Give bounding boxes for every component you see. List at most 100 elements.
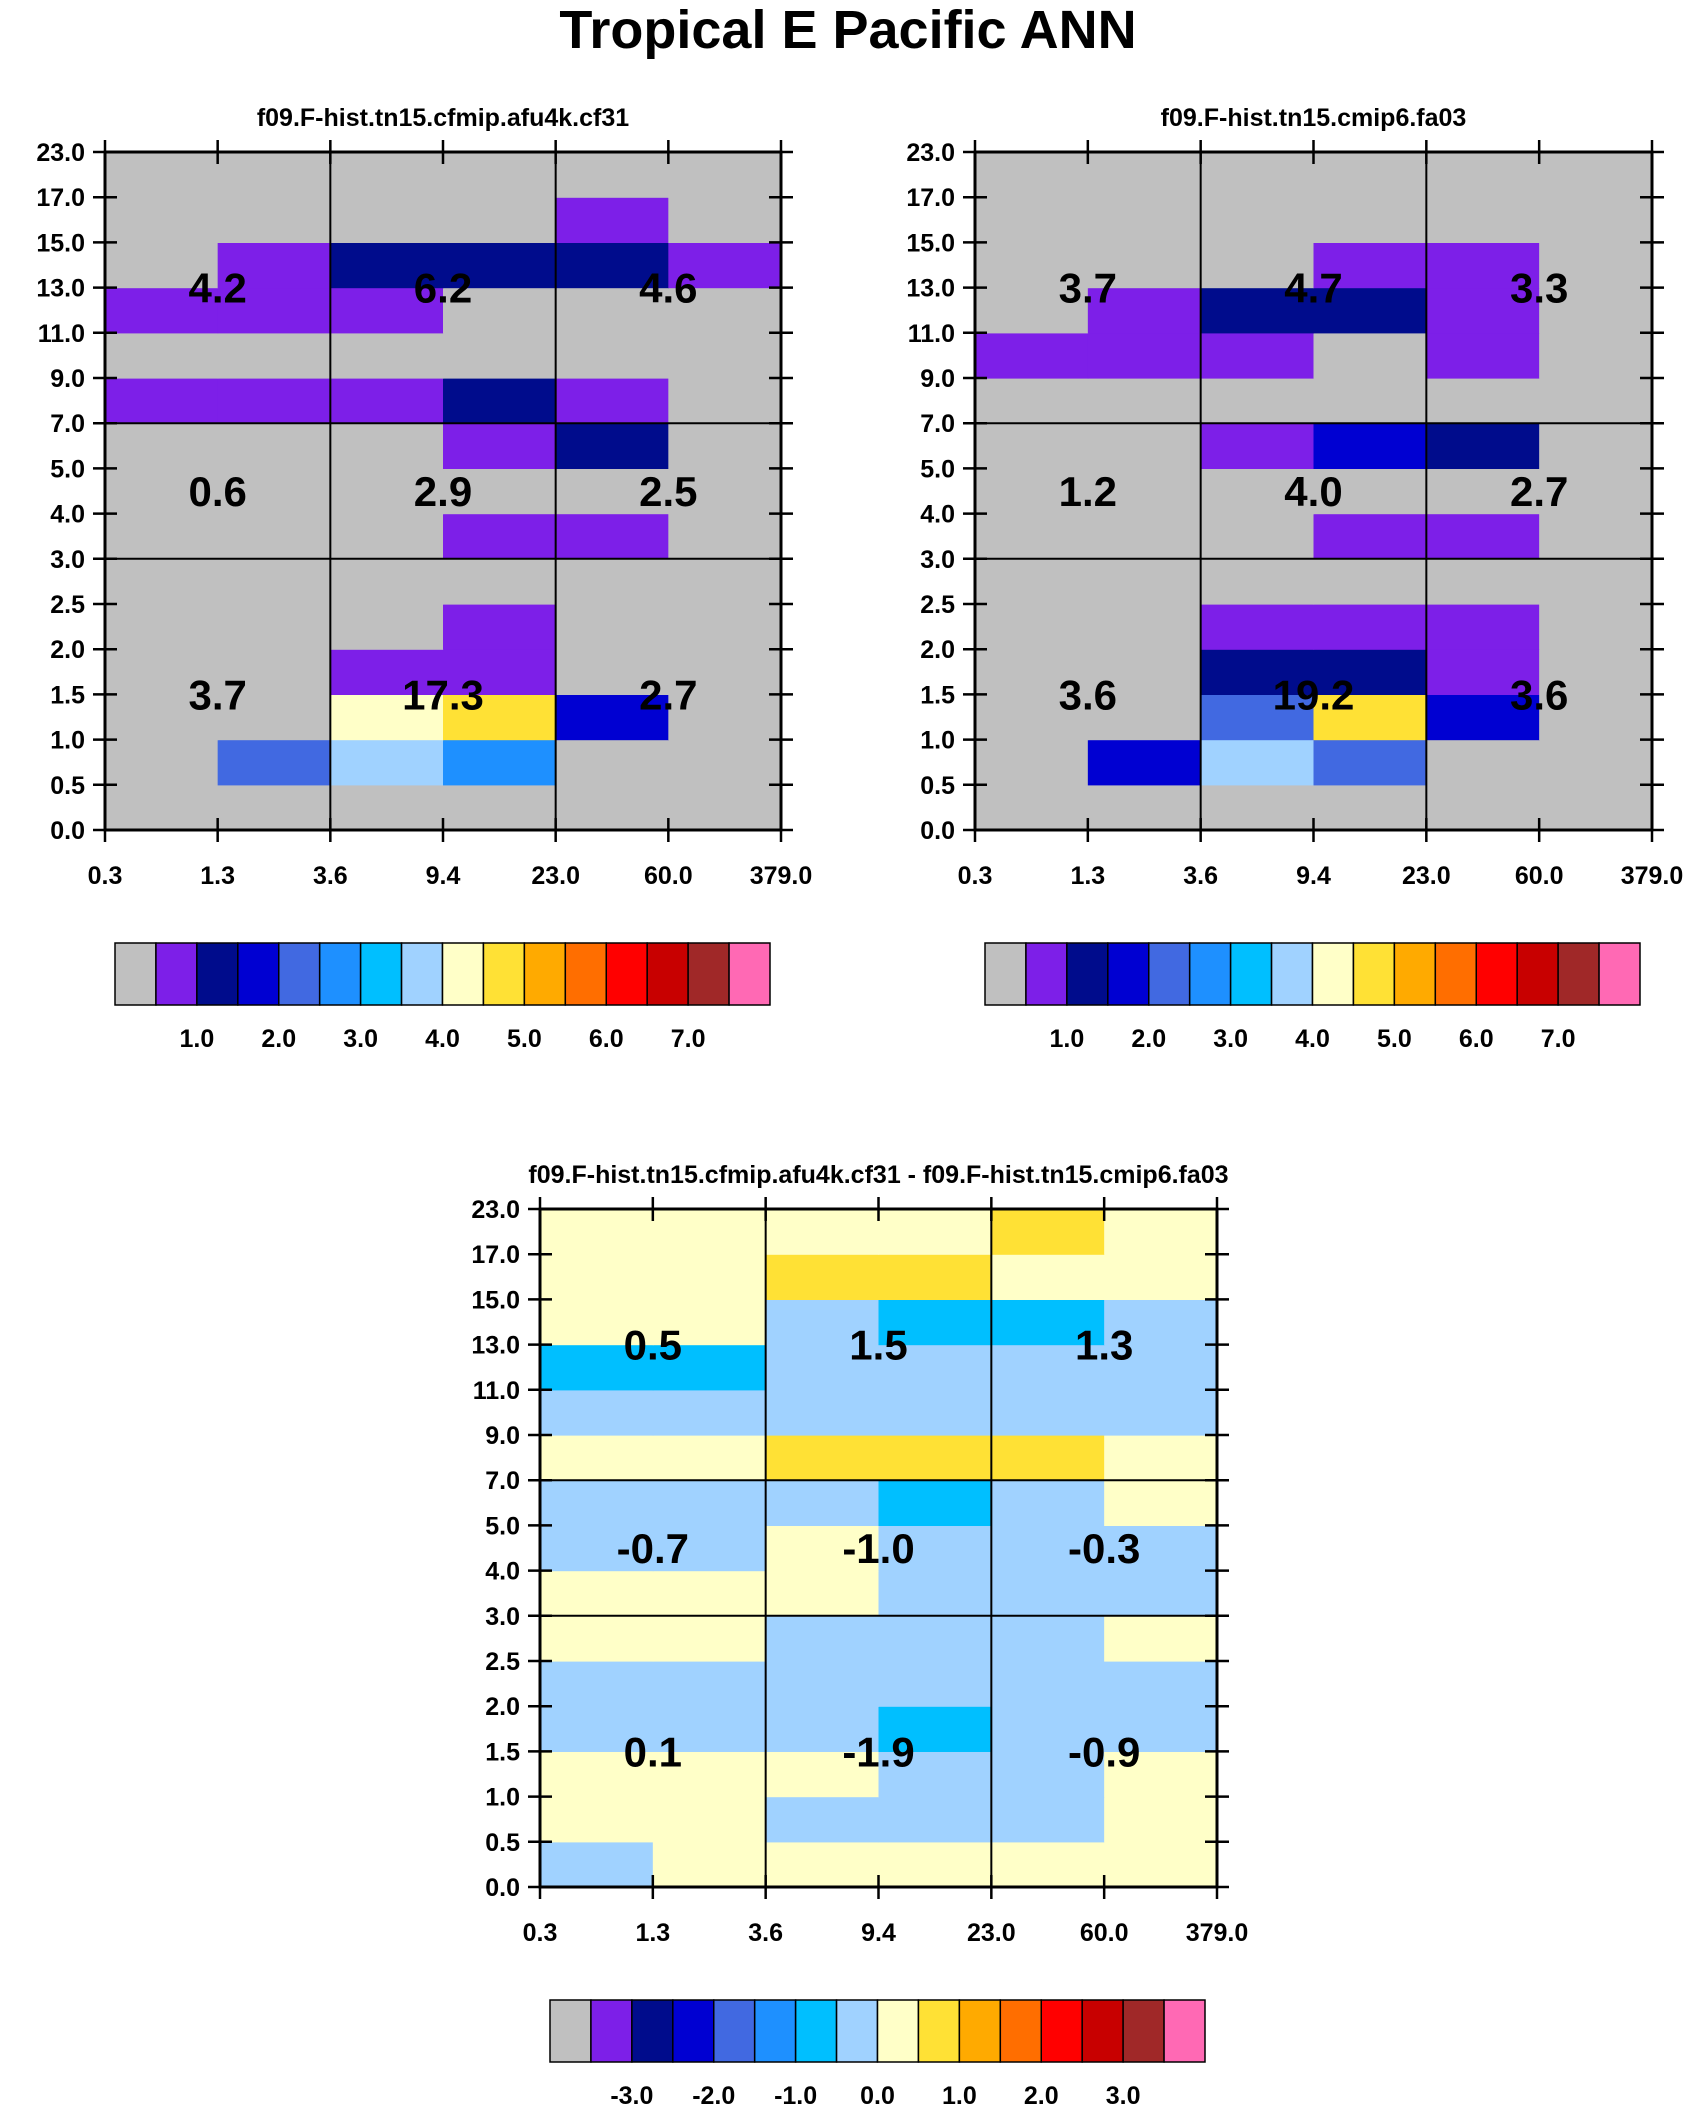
heatmap-cell xyxy=(443,287,557,334)
colorbar-label: 4.0 xyxy=(1295,1025,1330,1053)
heatmap-cell xyxy=(1539,197,1653,243)
heatmap-cell xyxy=(1087,287,1202,334)
heatmap-cell xyxy=(1539,513,1653,560)
y-tick-label: 0.0 xyxy=(50,817,85,845)
colorbar-swatch xyxy=(1148,942,1191,1006)
y-tick-label: 1.0 xyxy=(50,727,85,755)
heatmap-cell xyxy=(330,649,444,695)
y-tick-label: 5.0 xyxy=(485,1512,520,1540)
colorbar-label: 7.0 xyxy=(671,1025,706,1053)
heatmap-cell xyxy=(1087,739,1202,786)
box-value-label: 4.0 xyxy=(1284,468,1342,515)
heatmap-cell xyxy=(443,604,557,650)
heatmap-cell xyxy=(1200,604,1315,650)
box-value-label: 4.2 xyxy=(188,265,246,312)
y-tick-label: 5.0 xyxy=(50,455,85,483)
heatmap-cell xyxy=(540,1435,654,1481)
y-tick-label: 15.0 xyxy=(36,229,85,257)
heatmap-cell xyxy=(217,513,331,560)
colorbar-swatch xyxy=(876,1999,920,2063)
heatmap-cell xyxy=(1426,287,1540,334)
heatmap-cell xyxy=(1313,694,1427,741)
heatmap-cell xyxy=(991,1525,1105,1572)
colorbar-3: -3.0 -2.0 -1.0 0.0 1.0 2.0 3.0 xyxy=(549,1999,1206,2109)
heatmap-cell xyxy=(1313,242,1427,289)
heatmap-cell xyxy=(217,784,331,831)
heatmap-cell xyxy=(1104,1389,1218,1436)
heatmap-cell xyxy=(765,1209,880,1255)
heatmap-cell xyxy=(555,649,669,695)
heatmap-cell xyxy=(975,558,1089,605)
figure-title: Tropical E Pacific ANN xyxy=(559,0,1137,60)
heatmap-cell xyxy=(668,423,782,469)
heatmap-cell xyxy=(975,242,1089,289)
heatmap-cell xyxy=(540,1480,654,1526)
colorbar-swatch xyxy=(155,942,198,1006)
heatmap-cell xyxy=(1539,739,1653,786)
heatmap-cell xyxy=(765,1841,880,1888)
y-tick-label: 2.5 xyxy=(485,1648,520,1676)
heatmap-cell xyxy=(668,558,782,605)
heatmap-cell xyxy=(765,1751,880,1798)
y-tick-label: 2.0 xyxy=(920,636,955,664)
heatmap-cell xyxy=(975,332,1089,379)
y-tick-label: 17.0 xyxy=(36,184,85,212)
heatmap-cell xyxy=(330,513,444,560)
heatmap-cell xyxy=(1104,1615,1218,1662)
panel-title: f09.F-hist.tn15.cmip6.fa03 xyxy=(1161,104,1467,132)
heatmap-cell xyxy=(540,1525,654,1572)
heatmap-cell xyxy=(540,1661,654,1707)
y-tick-label: 7.0 xyxy=(485,1467,520,1495)
x-tick-label: 23.0 xyxy=(967,1919,1016,1947)
y-tick-label: 1.5 xyxy=(920,681,955,709)
y-tick-label: 23.0 xyxy=(906,139,955,167)
y-tick-label: 1.5 xyxy=(50,681,85,709)
colorbar-swatch xyxy=(114,942,157,1006)
heatmap-cell xyxy=(1200,152,1315,198)
heatmap-cell xyxy=(1104,1344,1218,1391)
heatmap-cell xyxy=(1313,739,1427,786)
heatmap-cell xyxy=(105,468,219,515)
heatmap-cell xyxy=(1313,423,1427,469)
heatmap-cell xyxy=(1087,468,1202,515)
heatmap-cell xyxy=(991,1344,1105,1391)
heatmap-cell xyxy=(1200,197,1315,243)
heatmap-cell xyxy=(1200,287,1315,334)
heatmap-cell xyxy=(975,152,1089,198)
heatmap-cell xyxy=(443,423,557,469)
heatmap-cell xyxy=(105,694,219,741)
colorbar-swatch xyxy=(1081,1999,1124,2063)
heatmap-cell xyxy=(1426,152,1540,198)
heatmap-cell xyxy=(217,468,331,515)
heatmap-cell xyxy=(443,694,557,741)
box-value-label: -1.9 xyxy=(842,1728,914,1775)
y-tick-label: 9.0 xyxy=(50,365,85,393)
heatmap-cell xyxy=(991,1570,1105,1617)
heatmap-cell xyxy=(217,649,331,695)
heatmap-cell xyxy=(1087,423,1202,469)
heatmap-cell xyxy=(1539,378,1653,424)
heatmap-cell xyxy=(105,604,219,650)
heatmap-cell xyxy=(975,468,1089,515)
heatmap-cell xyxy=(1087,513,1202,560)
heatmap-cell xyxy=(1104,1254,1218,1300)
heatmap-cell xyxy=(217,197,331,243)
heatmap-cell xyxy=(1087,197,1202,243)
y-tick-label: 9.0 xyxy=(485,1422,520,1450)
heatmap-cell xyxy=(652,1209,767,1255)
colorbar-swatch xyxy=(237,942,280,1006)
heatmap-cell xyxy=(652,1615,767,1662)
heatmap-cell xyxy=(1087,694,1202,741)
heatmap-cell xyxy=(878,1661,992,1707)
heatmap-cell xyxy=(652,1344,767,1391)
y-tick-label: 23.0 xyxy=(36,139,85,167)
y-tick-label: 5.0 xyxy=(920,455,955,483)
heatmap-cell xyxy=(1426,604,1540,650)
heatmap-cell xyxy=(330,378,444,424)
heatmap-cell xyxy=(878,1435,992,1481)
heatmap-cell xyxy=(217,242,331,289)
heatmap-cell xyxy=(1313,649,1427,695)
y-tick-label: 23.0 xyxy=(471,1196,520,1224)
heatmap-cell xyxy=(1200,513,1315,560)
